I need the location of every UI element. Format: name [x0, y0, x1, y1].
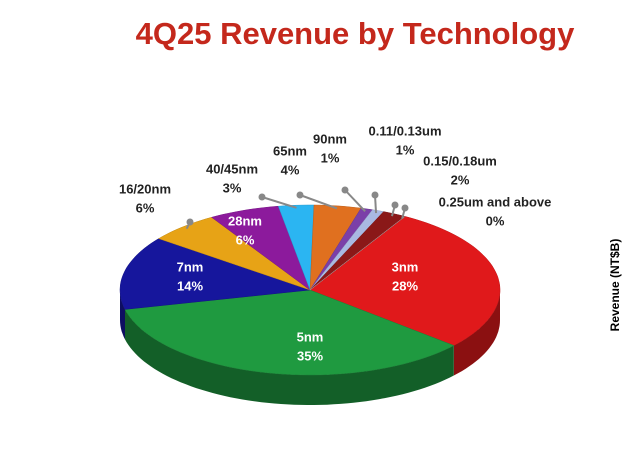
slice-side	[125, 309, 454, 405]
slice	[119, 238, 311, 310]
slice-label: 7nm	[177, 259, 204, 274]
leader-dot	[401, 204, 409, 212]
value-label: 1%	[321, 150, 340, 165]
slice-label: 65nm	[273, 143, 307, 158]
leader-line	[299, 194, 338, 210]
slice-label: 0.11/0.13um	[369, 123, 442, 138]
leader-dot	[371, 191, 379, 199]
slice-side	[453, 290, 500, 376]
slice-label: 90nm	[313, 131, 347, 146]
slice-side	[120, 290, 125, 340]
value-label: 2%	[451, 172, 470, 187]
value-label: 0%	[486, 213, 505, 228]
slice	[124, 289, 455, 376]
value-label: 6%	[236, 232, 255, 247]
slice-label: 5nm	[297, 329, 324, 344]
leader-dot	[296, 191, 304, 199]
leader-dot	[186, 218, 194, 226]
slice-label: 0.15/0.18um	[423, 153, 497, 168]
slice	[211, 205, 311, 291]
value-label: 1%	[396, 142, 415, 157]
slice-label: 0.25um and above	[439, 194, 552, 209]
slice-label: 28nm	[228, 213, 262, 228]
value-label: 3%	[223, 180, 242, 195]
slice-label: 40/45nm	[206, 161, 258, 176]
leader-line	[261, 196, 297, 209]
value-label: 28%	[392, 278, 418, 293]
leader-dot	[341, 186, 349, 194]
value-label: 4%	[281, 162, 300, 177]
value-label: 35%	[297, 348, 323, 363]
slice-label: 3nm	[392, 259, 419, 274]
chart-title: 4Q25 Revenue by Technology	[136, 16, 575, 51]
value-label: 14%	[177, 278, 203, 293]
slice	[309, 216, 406, 291]
axis-label: Revenue (NT$B)	[608, 239, 622, 332]
slice-label: 16/20nm	[119, 181, 171, 196]
leader-dot	[258, 193, 266, 201]
value-label: 6%	[136, 200, 155, 215]
slice	[277, 204, 315, 291]
leader-line	[344, 189, 366, 213]
leader-dot	[391, 201, 399, 209]
slice	[309, 216, 501, 346]
slice	[309, 204, 362, 291]
slice	[158, 217, 311, 291]
